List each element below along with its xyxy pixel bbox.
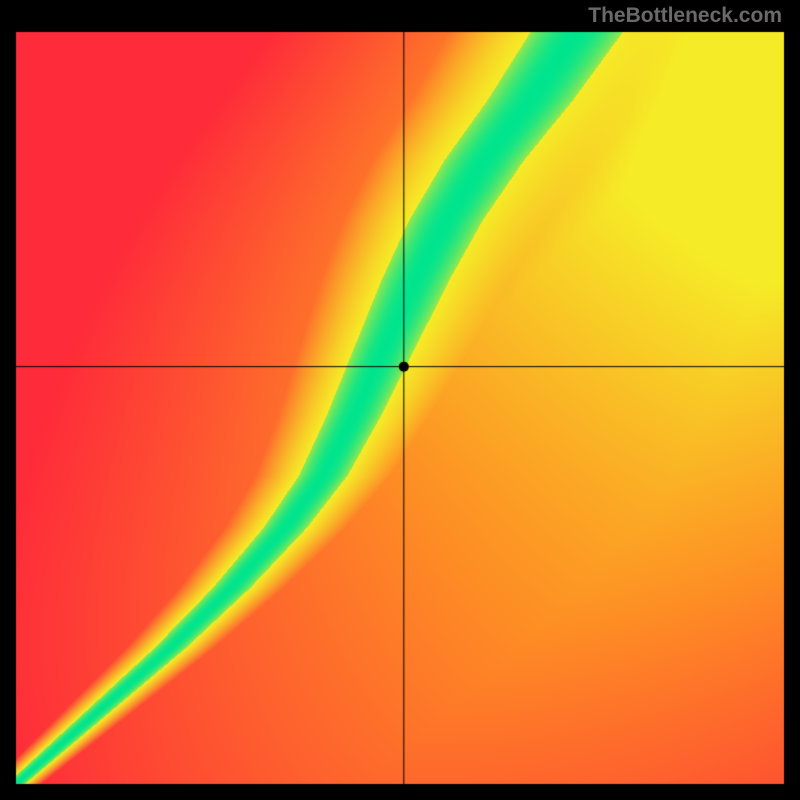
heatmap-canvas: [0, 0, 800, 800]
watermark-text: TheBottleneck.com: [588, 4, 782, 28]
chart-container: TheBottleneck.com: [0, 0, 800, 800]
